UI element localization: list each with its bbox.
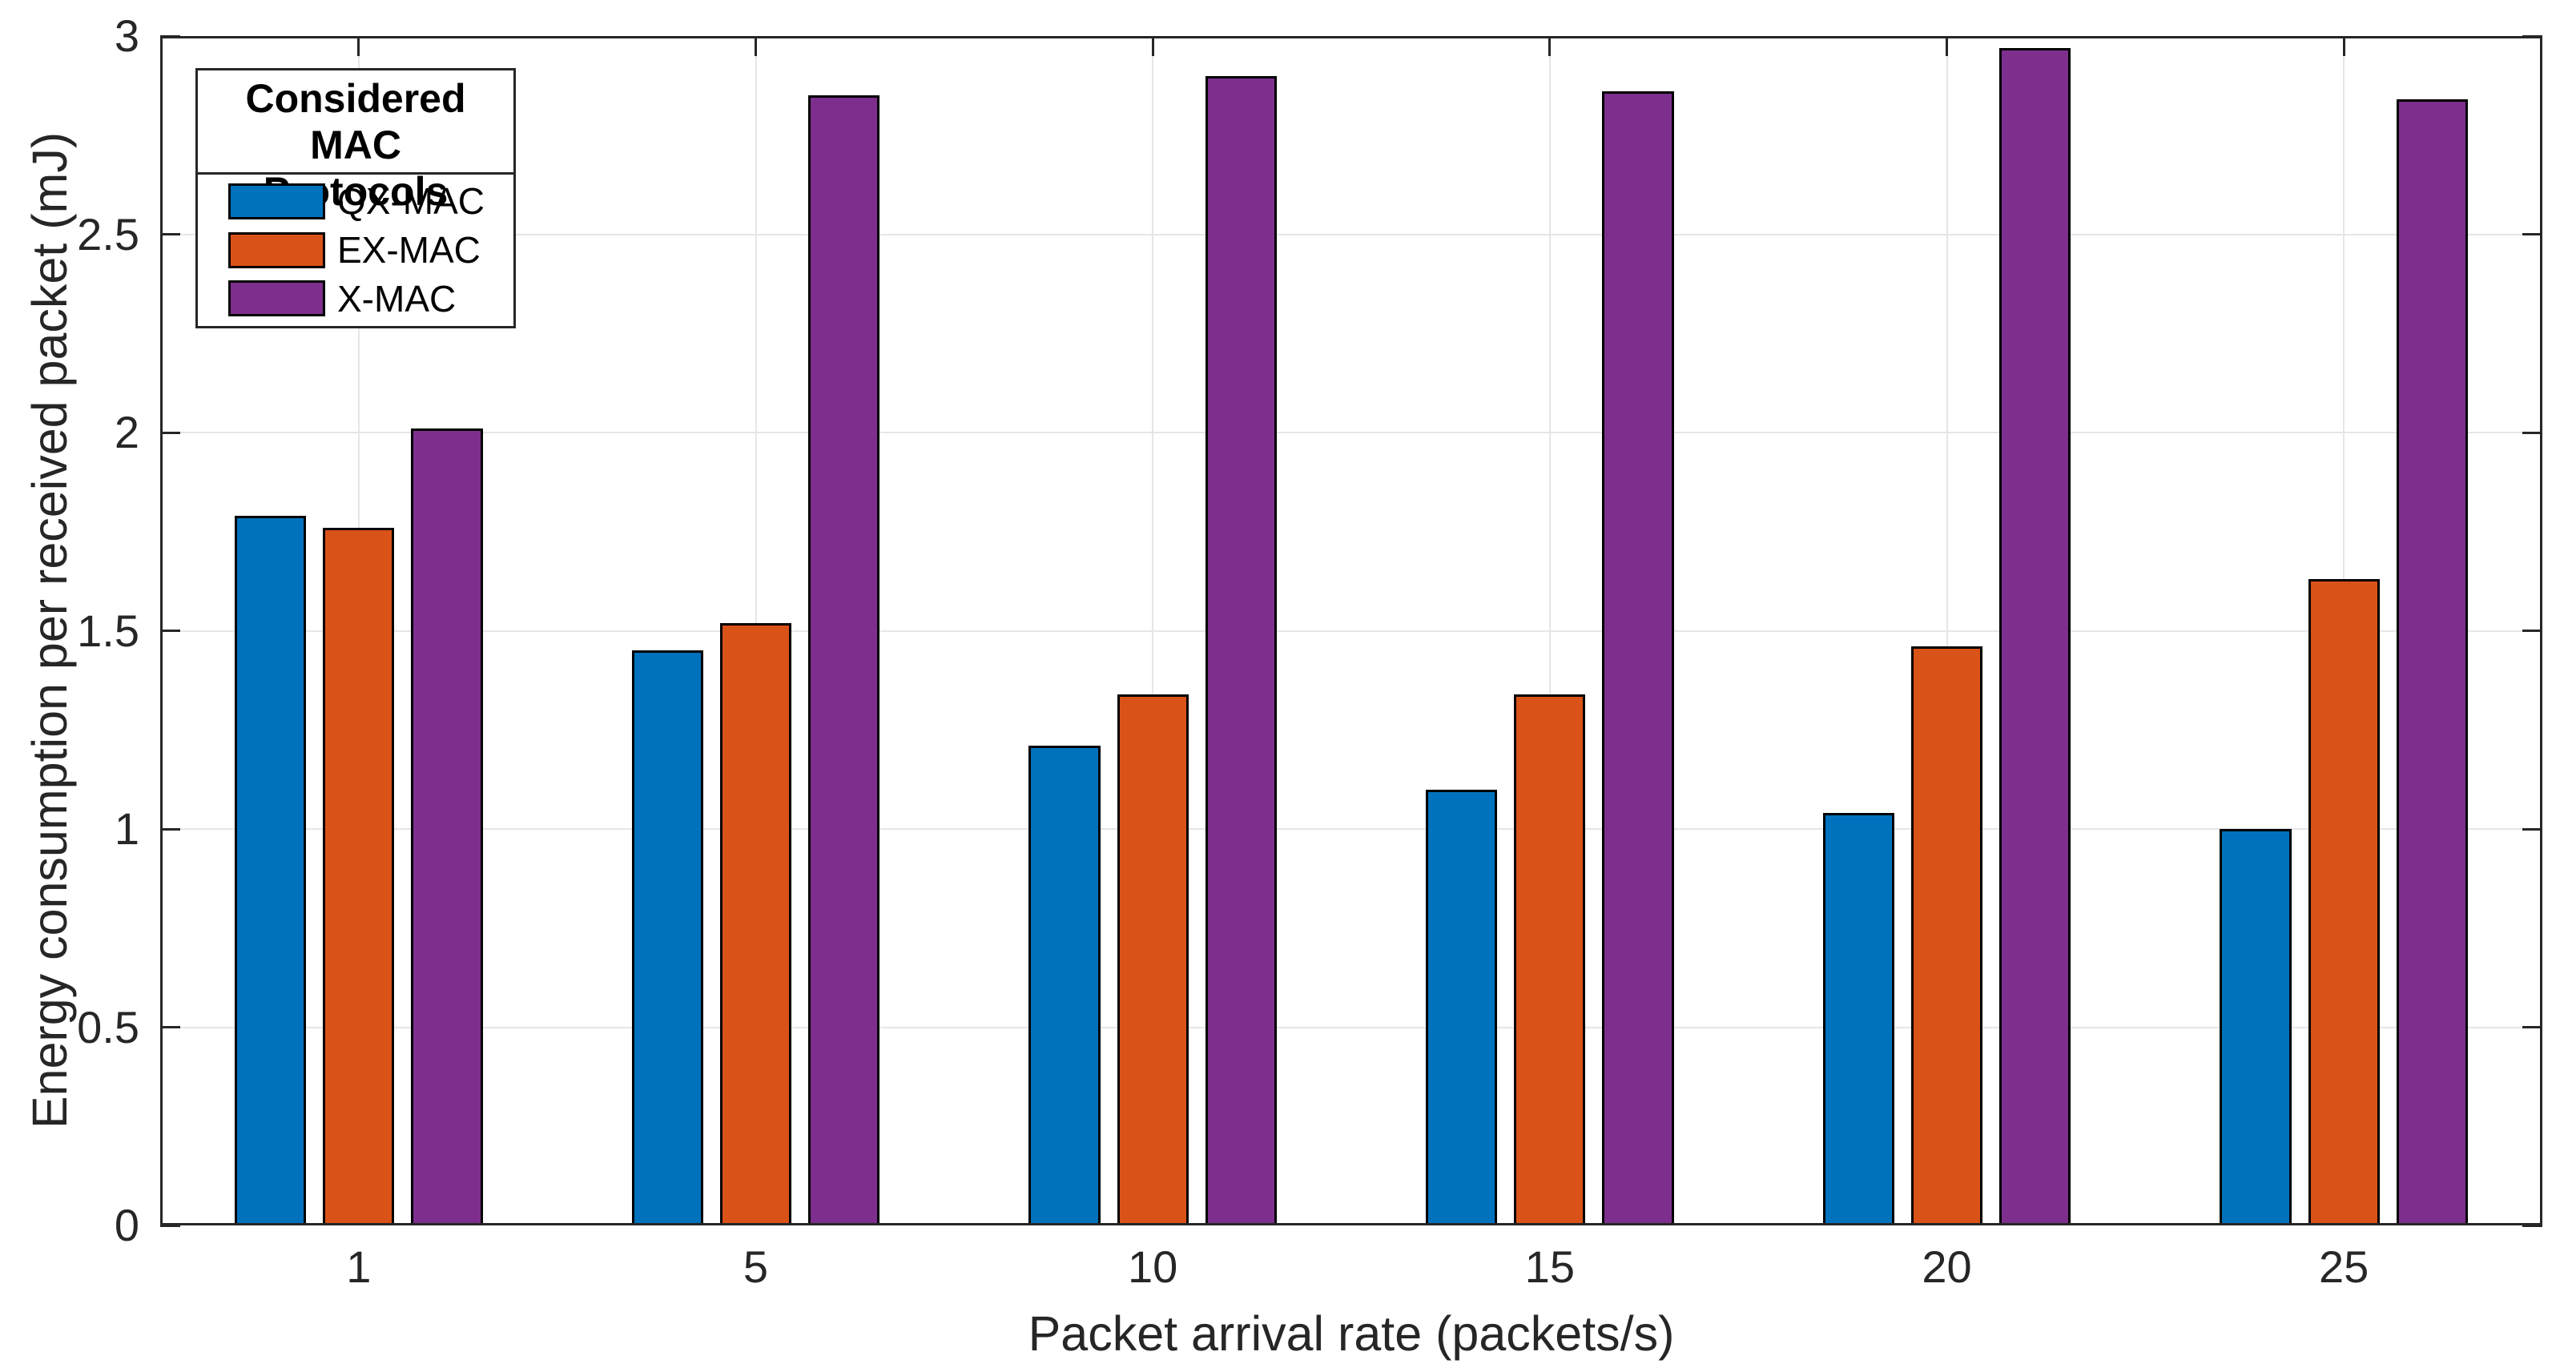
y-tick-left-1: [160, 827, 180, 831]
y-tick-label-0: 0: [114, 1200, 139, 1250]
y-tick-label-2.5: 2.5: [77, 208, 139, 260]
y-tick-label-2: 2: [114, 407, 139, 457]
x-tick-label-5: 5: [743, 1241, 769, 1292]
h-gridline-1: [160, 828, 2542, 830]
bar-x-mac-x20: [1999, 47, 2071, 1225]
x-tick-top-1: [357, 36, 360, 56]
h-gridline-2: [160, 432, 2542, 433]
legend-title: Considered MAC Protocols: [198, 70, 513, 215]
x-tick-top-20: [1946, 36, 1948, 56]
bar-x-mac-x10: [1205, 75, 1277, 1225]
bar-ex-mac-x1: [323, 527, 395, 1225]
bar-ex-mac-x5: [719, 622, 792, 1225]
y-tick-right-1: [2522, 827, 2542, 831]
bar-qx-mac-x15: [1426, 789, 1498, 1225]
legend-label-ex-mac: EX-MAC: [337, 229, 481, 271]
y-tick-left-1.5: [160, 630, 180, 632]
x-tick-label-25: 25: [2319, 1241, 2369, 1292]
x-axis-label: Packet arrival rate (packets/s): [1028, 1306, 1675, 1361]
bar-x-mac-x5: [808, 95, 880, 1225]
legend-swatch-ex-mac: [228, 231, 325, 268]
bar-ex-mac-x10: [1117, 694, 1189, 1225]
y-tick-right-2.5: [2522, 233, 2542, 235]
bar-ex-mac-x20: [1910, 646, 1983, 1225]
x-tick-label-1: 1: [346, 1241, 372, 1292]
legend-label-qx-mac: QX-MAC: [337, 180, 485, 223]
y-tick-label-1: 1: [114, 803, 139, 854]
bar-qx-mac-x1: [235, 515, 307, 1225]
bar-x-mac-x1: [411, 428, 483, 1225]
bar-qx-mac-x10: [1028, 746, 1101, 1225]
y-tick-left-2.5: [160, 233, 180, 235]
bar-x-mac-x25: [2396, 99, 2468, 1225]
y-tick-right-2: [2522, 431, 2542, 434]
x-tick-top-5: [755, 36, 757, 56]
legend-item-qx-mac: QX-MAC: [198, 177, 513, 226]
bars-layer: [160, 36, 2542, 1225]
legend-title-line1: Considered MAC: [245, 76, 466, 167]
legend-label-x-mac: X-MAC: [337, 277, 457, 320]
y-tick-left-0.5: [160, 1026, 180, 1028]
h-gridline-2.5: [160, 233, 2542, 235]
v-gridline-10: [1152, 36, 1154, 1225]
bar-qx-mac-x5: [631, 650, 703, 1225]
h-gridline-0.5: [160, 1026, 2542, 1028]
bar-ex-mac-x25: [2308, 579, 2380, 1225]
y-tick-label-0.5: 0.5: [77, 1001, 139, 1052]
plot-area: [160, 34, 2542, 1227]
bar-qx-mac-x20: [1822, 813, 1894, 1225]
legend-item-ex-mac: EX-MAC: [198, 226, 513, 275]
x-tick-label-10: 10: [1128, 1241, 1178, 1292]
legend-rows: QX-MAC EX-MAC X-MAC: [198, 177, 513, 323]
y-tick-label-1.5: 1.5: [77, 605, 139, 656]
legend: Considered MAC Protocols QX-MAC EX-MAC X-M…: [195, 68, 516, 328]
x-tick-label-20: 20: [1922, 1241, 1972, 1292]
x-tick-top-10: [1151, 36, 1154, 56]
y-tick-left-0: [160, 1224, 180, 1227]
h-gridline-1.5: [160, 630, 2542, 632]
v-gridline-15: [1548, 36, 1551, 1225]
x-tick-top-25: [2342, 36, 2345, 56]
bar-x-mac-x15: [1602, 91, 1674, 1225]
y-tick-right-0.5: [2522, 1026, 2542, 1028]
axes-frame: [160, 36, 2542, 1225]
y-tick-right-0: [2522, 1224, 2542, 1227]
x-tick-top-15: [1548, 36, 1552, 56]
bar-ex-mac-x15: [1514, 694, 1586, 1225]
y-tick-label-3: 3: [114, 10, 139, 61]
y-tick-left-2: [160, 431, 180, 434]
legend-divider: [198, 172, 513, 175]
x-tick-label-15: 15: [1524, 1241, 1575, 1292]
legend-swatch-x-mac: [228, 280, 325, 317]
legend-item-x-mac: X-MAC: [198, 274, 513, 323]
legend-swatch-qx-mac: [228, 183, 325, 219]
y-tick-right-1.5: [2522, 630, 2542, 632]
v-gridline-20: [1946, 36, 1948, 1225]
